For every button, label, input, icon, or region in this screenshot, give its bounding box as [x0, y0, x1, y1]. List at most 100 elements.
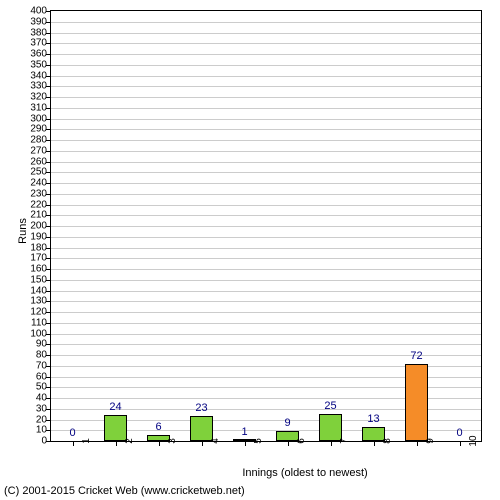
y-tick-mark — [46, 269, 51, 270]
x-tick-mark — [417, 441, 418, 446]
y-tick-mark — [46, 22, 51, 23]
y-tick-mark — [46, 172, 51, 173]
y-tick-mark — [46, 11, 51, 12]
y-tick-mark — [46, 140, 51, 141]
y-tick-mark — [46, 183, 51, 184]
y-tick-mark — [46, 194, 51, 195]
bar-value-label: 1 — [241, 426, 247, 438]
y-tick-mark — [46, 54, 51, 55]
gridline — [51, 108, 481, 109]
y-tick-mark — [46, 377, 51, 378]
gridline — [51, 172, 481, 173]
y-tick-mark — [46, 280, 51, 281]
copyright-text: (C) 2001-2015 Cricket Web (www.cricketwe… — [4, 485, 245, 497]
y-tick-mark — [46, 387, 51, 388]
gridline — [51, 54, 481, 55]
y-tick-mark — [46, 366, 51, 367]
y-tick-mark — [46, 258, 51, 259]
y-tick-mark — [46, 33, 51, 34]
gridline — [51, 194, 481, 195]
y-tick-mark — [46, 65, 51, 66]
x-tick-label: 4 — [202, 438, 221, 444]
gridline — [51, 215, 481, 216]
gridline — [51, 33, 481, 34]
gridline — [51, 119, 481, 120]
y-tick-mark — [46, 215, 51, 216]
x-tick-mark — [245, 441, 246, 446]
gridline — [51, 312, 481, 313]
x-tick-mark — [73, 441, 74, 446]
bar-value-label: 24 — [109, 401, 121, 413]
gridline — [51, 140, 481, 141]
x-tick-mark — [116, 441, 117, 446]
gridline — [51, 183, 481, 184]
gridline — [51, 334, 481, 335]
gridline — [51, 151, 481, 152]
gridline — [51, 86, 481, 87]
x-tick-mark — [460, 441, 461, 446]
y-tick-mark — [46, 334, 51, 335]
bar-value-label: 13 — [367, 413, 379, 425]
y-tick-mark — [46, 323, 51, 324]
y-tick-mark — [46, 162, 51, 163]
y-tick-mark — [46, 420, 51, 421]
y-axis-label: Runs — [17, 218, 29, 244]
y-tick-mark — [46, 398, 51, 399]
gridline — [51, 205, 481, 206]
gridline — [51, 65, 481, 66]
x-tick-mark — [331, 441, 332, 446]
y-tick-mark — [46, 355, 51, 356]
gridline — [51, 76, 481, 77]
x-tick-label: 5 — [245, 438, 264, 444]
y-tick-mark — [46, 237, 51, 238]
x-tick-label: 3 — [159, 438, 178, 444]
y-tick-mark — [46, 43, 51, 44]
gridline — [51, 129, 481, 130]
x-tick-label: 2 — [116, 438, 135, 444]
x-tick-label: 7 — [331, 438, 350, 444]
y-tick-mark — [46, 86, 51, 87]
gridline — [51, 226, 481, 227]
y-tick-mark — [46, 205, 51, 206]
y-tick-mark — [46, 248, 51, 249]
bar-value-label: 23 — [195, 402, 207, 414]
y-tick-mark — [46, 129, 51, 130]
y-tick-mark — [46, 226, 51, 227]
y-tick-mark — [46, 441, 51, 442]
x-tick-label: 6 — [288, 438, 307, 444]
y-tick-mark — [46, 76, 51, 77]
gridline — [51, 269, 481, 270]
x-tick-label: 9 — [417, 438, 436, 444]
bar-value-label: 72 — [410, 350, 422, 362]
bar-value-label: 9 — [284, 417, 290, 429]
gridline — [51, 301, 481, 302]
gridline — [51, 258, 481, 259]
y-tick-mark — [46, 108, 51, 109]
gridline — [51, 280, 481, 281]
x-tick-label: 8 — [374, 438, 393, 444]
x-tick-mark — [202, 441, 203, 446]
y-tick-mark — [46, 151, 51, 152]
x-axis-label: Innings (oldest to newest) — [205, 467, 405, 479]
x-tick-label: 10 — [460, 435, 479, 446]
y-tick-mark — [46, 97, 51, 98]
gridline — [51, 162, 481, 163]
bar-value-label: 6 — [155, 421, 161, 433]
x-tick-label: 1 — [73, 438, 92, 444]
y-tick-mark — [46, 312, 51, 313]
y-tick-mark — [46, 119, 51, 120]
y-tick-mark — [46, 430, 51, 431]
x-tick-mark — [288, 441, 289, 446]
bar-value-label: 25 — [324, 400, 336, 412]
y-tick-mark — [46, 291, 51, 292]
plot-area: 0102030405060708090100110120130140150160… — [50, 10, 482, 442]
y-tick-mark — [46, 301, 51, 302]
gridline — [51, 248, 481, 249]
bar — [405, 364, 429, 441]
gridline — [51, 237, 481, 238]
gridline — [51, 43, 481, 44]
x-tick-mark — [374, 441, 375, 446]
gridline — [51, 97, 481, 98]
x-tick-mark — [159, 441, 160, 446]
chart-container: 0102030405060708090100110120130140150160… — [0, 0, 500, 500]
